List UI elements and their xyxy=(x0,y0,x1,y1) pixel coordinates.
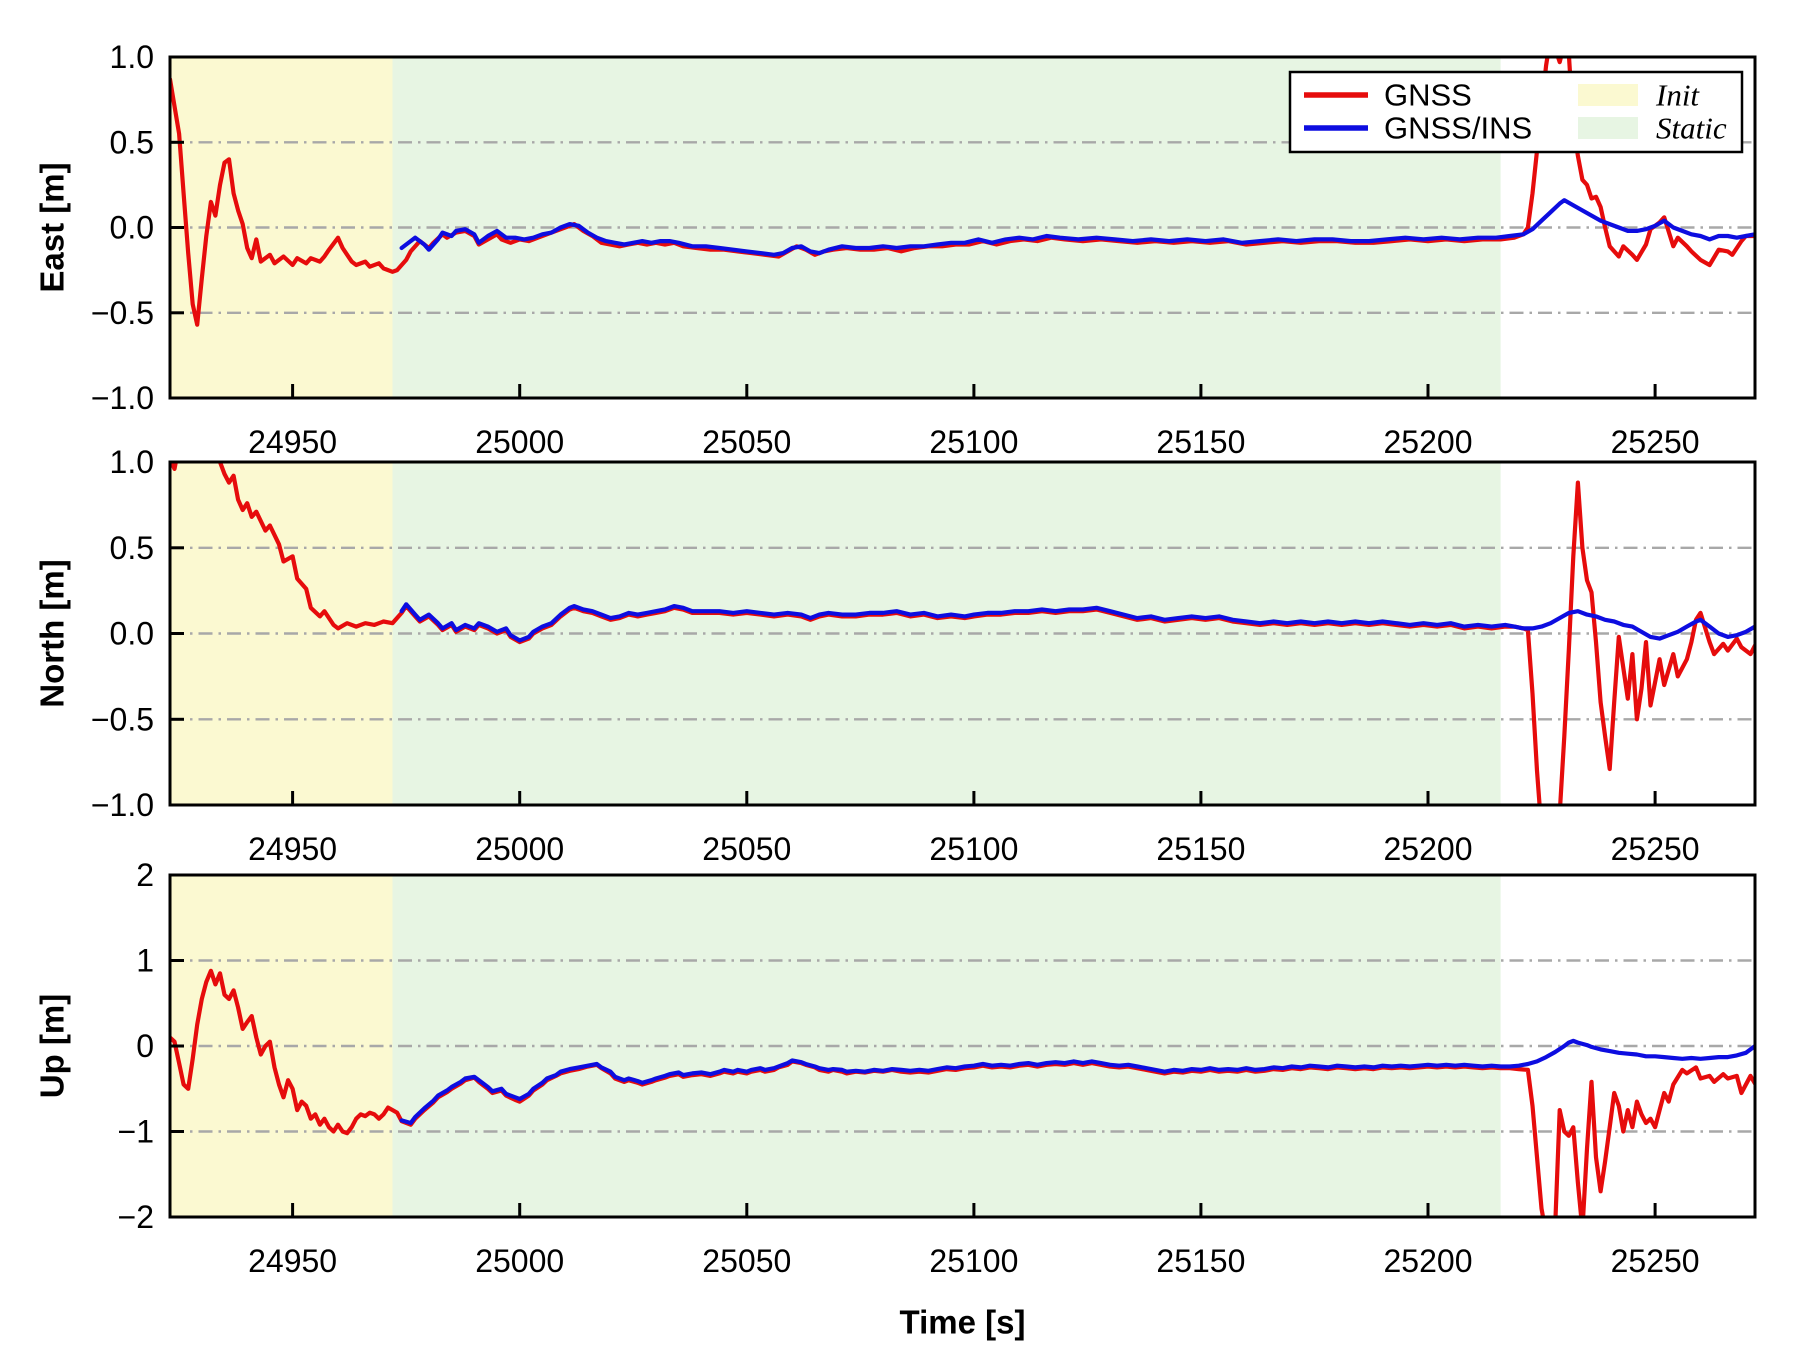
y-tick-label: 2 xyxy=(136,857,154,893)
x-tick-label: 24950 xyxy=(248,424,337,460)
gnss-ins-line xyxy=(399,198,1755,257)
y-tick-label: −0.5 xyxy=(91,295,154,331)
legend-init-patch xyxy=(1578,84,1638,106)
y-axis-label: East [m] xyxy=(34,162,71,292)
x-tick-label: 25200 xyxy=(1384,831,1473,867)
y-tick-label: 0.5 xyxy=(110,530,154,566)
x-tick-label: 25000 xyxy=(475,424,564,460)
y-tick-label: −1.0 xyxy=(91,787,154,823)
x-tick-label: 25100 xyxy=(929,1243,1018,1279)
x-tick-label: 25200 xyxy=(1384,424,1473,460)
y-tick-label: −1 xyxy=(118,1114,154,1150)
x-tick-label: 25150 xyxy=(1156,1243,1245,1279)
x-tick-label: 25200 xyxy=(1384,1243,1473,1279)
legend-box xyxy=(1288,70,1744,154)
subplot-up: 24950 25000 25050 25100 25150 25200 25250 2 1 0 −1… xyxy=(34,857,1757,1279)
x-tick-label: 25050 xyxy=(702,831,791,867)
y-tick-label: 1 xyxy=(136,943,154,979)
y-tick-label: 0.0 xyxy=(110,210,154,246)
subplot-north: 24950 25000 25050 25100 25150 25200 25250 1.0 0.… xyxy=(34,444,1757,867)
y-tick-label: 1.0 xyxy=(110,39,154,75)
x-tick-label: 24950 xyxy=(248,1243,337,1279)
y-tick-label: −1.0 xyxy=(91,380,154,416)
y-tick-label: −2 xyxy=(118,1199,154,1235)
legend-static-patch xyxy=(1578,117,1638,139)
legend-label: GNSS/INS xyxy=(1384,111,1532,146)
y-tick-label: 1.0 xyxy=(110,444,154,480)
y-axis-label: Up [m] xyxy=(34,994,71,1098)
x-tick-label: 25100 xyxy=(929,831,1018,867)
x-tick-label: 25050 xyxy=(702,1243,791,1279)
y-tick-label: 0 xyxy=(136,1028,154,1064)
gnss-ins-line xyxy=(399,1038,1755,1126)
x-tick-label: 25150 xyxy=(1156,424,1245,460)
y-tick-label: 0.0 xyxy=(110,616,154,652)
x-tick-label: 25150 xyxy=(1156,831,1245,867)
legend-label: Static xyxy=(1656,111,1727,146)
x-tick-label: 25100 xyxy=(929,424,1018,460)
x-tick-label: 25000 xyxy=(475,1243,564,1279)
x-tick-label: 25250 xyxy=(1611,424,1700,460)
x-tick-label: 25250 xyxy=(1611,1243,1700,1279)
x-tick-label: 25250 xyxy=(1611,831,1700,867)
gnss-ins-line xyxy=(399,602,1755,643)
y-axis-label: North [m] xyxy=(34,559,71,707)
x-tick-label: 25000 xyxy=(475,831,564,867)
x-axis-label: Time [s] xyxy=(900,1304,1026,1341)
y-tick-label: 0.5 xyxy=(110,124,154,160)
legend-label: Init xyxy=(1655,78,1700,113)
x-tick-label: 25050 xyxy=(702,424,791,460)
x-tick-label: 24950 xyxy=(248,831,337,867)
y-tick-label: −0.5 xyxy=(91,701,154,737)
legend-label: GNSS xyxy=(1384,78,1472,113)
